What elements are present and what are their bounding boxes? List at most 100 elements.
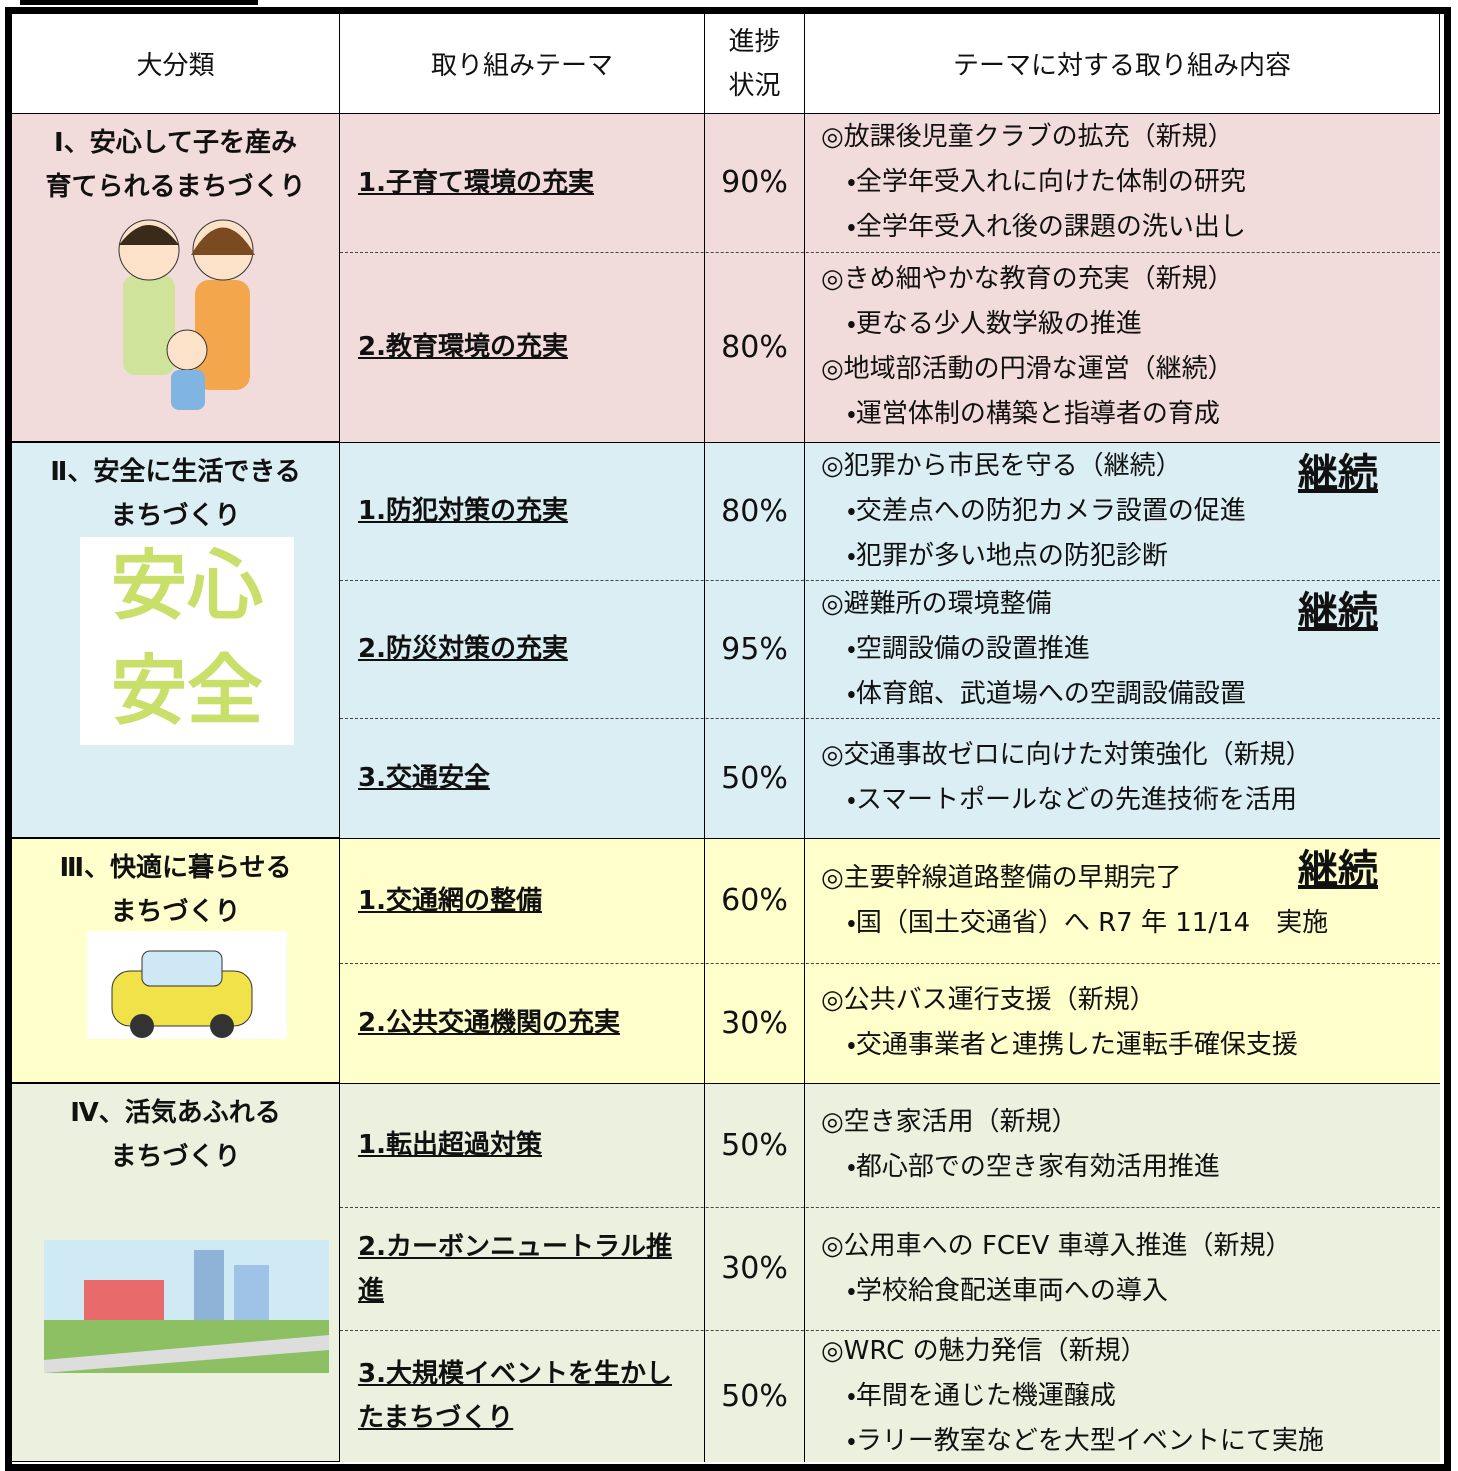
- content-line: ◎きめ細やかな教育の充実（新規）: [821, 264, 1234, 294]
- content-cell: ◎交通事故ゼロに向けた対策強化（新規） ・スマートポールなどの先進技術を活用: [805, 718, 1440, 838]
- content-line: ・全学年受入れに向けた体制の研究: [847, 167, 1246, 197]
- content-line: ◎交通事故ゼロに向けた対策強化（新規）: [821, 740, 1312, 770]
- theme-text: 1.交通網の整備: [358, 885, 542, 916]
- category-line: Ⅱ、安全に生活できる: [50, 457, 301, 487]
- theme-text: 1.子育て環境の充実: [358, 167, 594, 198]
- status-badge: 継続: [1298, 451, 1378, 497]
- progress-text: 90%: [721, 165, 788, 200]
- theme-text: 3.大規模イベントを生かしたまちづくり: [358, 1359, 672, 1433]
- theme-cell: 1.防犯対策の充実: [340, 442, 705, 580]
- city-illustration: [44, 1240, 329, 1373]
- progress-text: 80%: [721, 493, 788, 529]
- category-line: まちづくり: [110, 897, 241, 927]
- progress-text: 50%: [721, 1127, 788, 1163]
- content-line: ◎主要幹線道路整備の早期完了: [821, 862, 1182, 893]
- progress-cell: 80%: [705, 252, 805, 442]
- category-line: Ⅲ、快適に暮らせる: [59, 853, 292, 883]
- progress-cell: 60%: [705, 838, 805, 963]
- theme-text: 1.転出超過対策: [358, 1130, 542, 1160]
- status-badge: 継続: [1298, 847, 1378, 893]
- header-text: 大分類: [136, 51, 215, 81]
- content-cell: ◎犯罪から市民を守る（継続） ・交差点への防犯カメラ設置の促進 ・犯罪が多い地点の防…: [805, 442, 1440, 580]
- theme-cell: 2.カーボンニュートラル推進: [340, 1207, 705, 1330]
- group-separator: [12, 442, 1440, 443]
- svg-text:安心: 安心: [111, 541, 263, 630]
- progress-text: 80%: [721, 329, 788, 365]
- content-line: ◎公用車への FCEV 車導入推進（新規）: [821, 1230, 1292, 1261]
- content-line: ・学校給食配送車両への導入: [847, 1275, 1168, 1306]
- theme-text: 1.防犯対策の充実: [358, 496, 568, 526]
- category-line: まちづくり: [110, 501, 241, 531]
- family-illustration: [118, 219, 255, 410]
- row-separator: [340, 1207, 1440, 1208]
- content-cell: ◎WRC の魅力発信（新規） ・年間を通じた機運醸成・ラリー教室などを大型イベント…: [805, 1330, 1440, 1462]
- theme-cell: 1.転出超過対策: [340, 1083, 705, 1207]
- progress-cell: 50%: [705, 718, 805, 838]
- progress-cell: 30%: [705, 963, 805, 1083]
- row-separator: [340, 252, 1440, 253]
- theme-cell: 1.子育て環境の充実: [340, 113, 705, 252]
- progress-cell: 80%: [705, 442, 805, 580]
- content-line: ◎空き家活用（新規）: [821, 1107, 1078, 1137]
- progress-text: 30%: [721, 1005, 788, 1041]
- car-illustration: [87, 931, 287, 1039]
- content-line: ◎公共バス運行支援（新規）: [821, 985, 1156, 1015]
- content-cell: ◎きめ細やかな教育の充実（新規） ・更なる少人数学級の推進 ◎地域部活動の円滑な運営…: [805, 252, 1440, 442]
- group-separator: [12, 113, 1440, 114]
- progress-cell: 95%: [705, 580, 805, 718]
- content-cell: ◎公共バス運行支援（新規） ・交通事業者と連携した運転手確保支援: [805, 963, 1440, 1083]
- content-line: ・更なる少人数学級の推進: [847, 309, 1142, 339]
- theme-text: 3.交通安全: [358, 763, 490, 793]
- progress-text: 30%: [721, 1251, 788, 1286]
- content-cell: ◎放課後児童クラブの拡充（新規） ・全学年受入れに向けた体制の研究 ・全学年受入れ後…: [805, 113, 1440, 252]
- category-line: 育てられるまちづくり: [45, 172, 306, 202]
- theme-text: 2.教育環境の充実: [358, 332, 568, 362]
- row-separator: [340, 580, 1440, 581]
- content-cell: ◎主要幹線道路整備の早期完了・国（国土交通省）へ R7 年 11/14 実施 継続: [805, 838, 1440, 963]
- content-line: ◎WRC の魅力発信（新規）: [821, 1335, 1147, 1366]
- row-separator: [340, 718, 1440, 719]
- content-line: ・国（国土交通省）へ R7 年 11/14 実施: [847, 907, 1329, 938]
- theme-cell: 2.教育環境の充実: [340, 252, 705, 442]
- content-line: ・スマートポールなどの先進技術を活用: [847, 785, 1298, 815]
- content-line: ◎犯罪から市民を守る（継続）: [821, 450, 1182, 481]
- theme-text: 2.カーボンニュートラル推進: [358, 1231, 672, 1306]
- progress-cell: 50%: [705, 1330, 805, 1462]
- header-cell: 進捗状況: [705, 14, 805, 114]
- theme-text: 2.防災対策の充実: [358, 634, 568, 664]
- theme-cell: 3.交通安全: [340, 718, 705, 838]
- content-cell: ◎避難所の環境整備・空調設備の設置推進・体育館、武道場への空調設備設置 継続: [805, 580, 1440, 718]
- category-line: Ⅳ、活気あふれる: [70, 1098, 281, 1128]
- theme-cell: 1.交通網の整備: [340, 838, 705, 963]
- header-text: 取り組みテーマ: [430, 51, 613, 81]
- content-line: ・全学年受入れ後の課題の洗い出し: [847, 212, 1246, 242]
- row-separator: [340, 963, 1440, 964]
- theme-cell: 3.大規模イベントを生かしたまちづくり: [340, 1330, 705, 1462]
- progress-text: 50%: [721, 760, 788, 796]
- progress-text: 60%: [721, 883, 788, 918]
- progress-cell: 50%: [705, 1083, 805, 1207]
- content-line: ・交差点への防犯カメラ設置の促進: [847, 495, 1246, 526]
- progress-text: 95%: [721, 631, 788, 667]
- category-line: Ⅰ、安心して子を産み: [54, 128, 297, 158]
- status-badge: 継続: [1298, 589, 1378, 635]
- content-line: ・空調設備の設置推進: [847, 633, 1090, 664]
- row-separator: [340, 1330, 1440, 1331]
- content-line: ・年間を通じた機運醸成: [847, 1380, 1116, 1411]
- theme-cell: 2.公共交通機関の充実: [340, 963, 705, 1083]
- progress-cell: 90%: [705, 113, 805, 252]
- content-line: ◎放課後児童クラブの拡充（新規）: [821, 122, 1234, 152]
- theme-text: 2.公共交通機関の充実: [358, 1008, 620, 1038]
- content-line: ◎避難所の環境整備: [821, 588, 1052, 619]
- content-line: ・体育館、武道場への空調設備設置: [847, 678, 1246, 709]
- content-cell: ◎公用車への FCEV 車導入推進（新規） ・学校給食配送車両への導入: [805, 1207, 1440, 1330]
- theme-cell: 2.防災対策の充実: [340, 580, 705, 718]
- content-line: ・ラリー教室などを大型イベントにて実施: [847, 1425, 1324, 1456]
- progress-cell: 30%: [705, 1207, 805, 1330]
- content-line: ・交通事業者と連携した運転手確保支援: [847, 1030, 1298, 1060]
- content-line: ・犯罪が多い地点の防犯診断: [847, 540, 1168, 571]
- content-line: ・都心部での空き家有効活用推進: [847, 1152, 1220, 1182]
- content-line: ・運営体制の構築と指導者の育成: [847, 399, 1220, 429]
